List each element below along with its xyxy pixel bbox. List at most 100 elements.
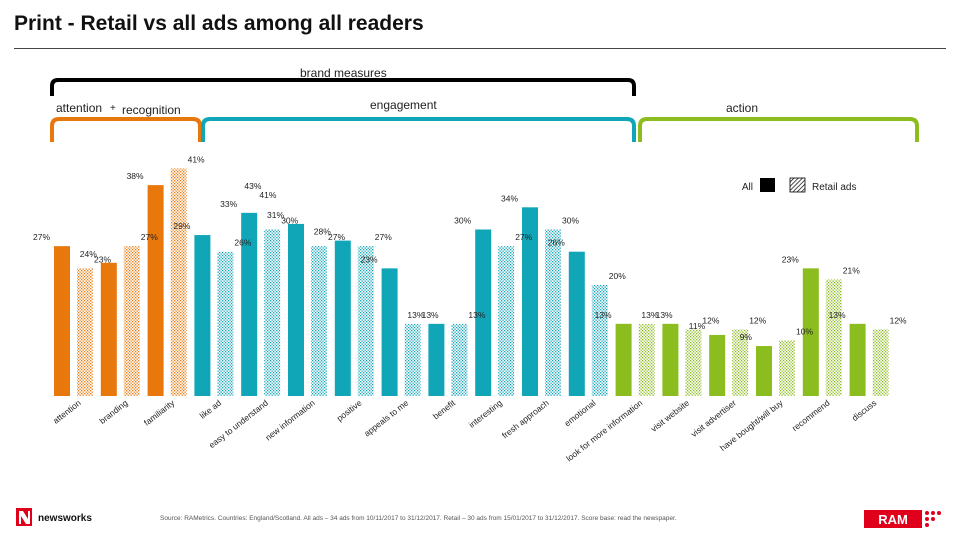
source-note: Source: RAMetrics. Countries: England/Sc…	[160, 515, 677, 522]
group-brackets	[50, 78, 919, 142]
newsworks-logo-text: newsworks	[38, 513, 92, 524]
page-title: Print - Retail vs all ads among all read…	[14, 12, 424, 35]
category-label-8: benefit	[431, 397, 458, 421]
bar-all-6	[334, 240, 351, 396]
value-label-all-3: 29%	[173, 221, 190, 231]
bar-all-12	[615, 323, 632, 396]
value-label-retail-4: 30%	[281, 216, 298, 226]
ram-logo-text: RAM	[878, 512, 908, 527]
value-label-retail-3: 26%	[234, 238, 251, 248]
value-label-all-4: 33%	[220, 199, 237, 209]
category-label-13: visit website	[649, 398, 691, 434]
action-group-label: action	[726, 101, 759, 115]
bar-all-10	[522, 207, 538, 396]
bar-all-11	[568, 251, 585, 396]
value-label-all-7: 23%	[361, 254, 378, 264]
bar-retail-5	[311, 246, 327, 396]
legend-retail-label: Retail ads	[812, 182, 856, 193]
value-label-all-10: 34%	[501, 193, 518, 203]
value-label-all-13: 13%	[641, 310, 658, 320]
value-label-all-15: 9%	[740, 332, 753, 342]
ram-logo: RAM	[864, 508, 944, 535]
bar-retail-12	[638, 323, 655, 396]
chart-legend: All Retail ads	[742, 177, 856, 193]
bar-all-5	[288, 223, 304, 396]
value-label-all-14: 11%	[689, 321, 706, 331]
value-label-all-5: 31%	[267, 210, 284, 220]
bar-retail-15	[779, 340, 795, 396]
bracket-action	[638, 117, 919, 142]
bar-all-16	[802, 268, 819, 396]
bar-all-0	[54, 246, 70, 396]
category-label-1: branding	[97, 398, 129, 426]
value-label-all-1: 24%	[80, 249, 97, 259]
category-label-14: visit advertiser	[689, 398, 738, 439]
value-label-all-17: 13%	[829, 310, 846, 320]
value-label-retail-6: 27%	[375, 232, 392, 242]
title-divider	[14, 48, 946, 49]
bar-all-3	[194, 235, 211, 396]
bar-retail-8	[451, 323, 468, 396]
value-labels-layer: 27%23%24%27%38%41%29%26%33%30%31%27%28%2…	[33, 154, 907, 342]
bar-all-8	[428, 323, 445, 396]
bar-all-7	[381, 268, 398, 396]
value-label-retail-14: 12%	[749, 315, 766, 325]
value-label-all-2: 38%	[127, 171, 144, 181]
bar-retail-13	[685, 329, 702, 396]
bar-retail-0	[77, 268, 93, 396]
value-label-retail-5: 27%	[328, 232, 345, 242]
bracket-brand-measures	[50, 78, 636, 96]
bar-all-2	[147, 185, 164, 396]
value-label-retail-0: 23%	[94, 254, 111, 264]
bar-all-9	[475, 229, 492, 396]
extra-value-label-1: 41%	[259, 190, 276, 200]
bar-all-17	[849, 323, 866, 396]
value-label-all-9: 30%	[454, 216, 471, 226]
recognition-group-label: recognition	[122, 103, 181, 117]
value-label-all-0: 27%	[33, 232, 50, 242]
bar-retail-7	[404, 323, 421, 396]
category-label-7: appeals to me	[362, 398, 410, 439]
category-label-6: positive	[335, 398, 364, 424]
engagement-group-label: engagement	[370, 98, 437, 112]
attention-group-label: attention	[56, 101, 103, 115]
value-label-retail-13: 12%	[702, 315, 719, 325]
legend-all-label: All	[742, 182, 753, 193]
value-label-retail-11: 20%	[609, 271, 626, 281]
bar-all-14	[709, 334, 726, 396]
bar-retail-6	[357, 246, 374, 396]
legend-all-swatch	[760, 178, 775, 192]
bar-retail-1	[123, 246, 140, 396]
bar-all-4	[241, 212, 258, 396]
category-label-12: look for more information	[564, 398, 644, 464]
bar-chart: 27%23%24%27%38%41%29%26%33%30%31%27%28%2…	[33, 154, 907, 463]
bar-retail-14	[732, 329, 749, 396]
newsworks-logo: newsworks	[14, 506, 124, 533]
category-label-5: new information	[263, 398, 317, 443]
bar-retail-9	[498, 246, 515, 396]
value-label-retail-12: 13%	[656, 310, 673, 320]
category-label-11: emotional	[562, 398, 597, 429]
value-label-retail-10: 30%	[562, 216, 579, 226]
extra-value-label-0: 43%	[244, 181, 261, 191]
bracket-attention-recognition	[50, 117, 202, 142]
value-label-retail-8: 13%	[468, 310, 485, 320]
bar-retail-2	[170, 168, 187, 396]
bar-all-1	[100, 262, 117, 396]
category-label-17: discuss	[850, 398, 878, 423]
category-label-16: recommend	[790, 398, 832, 434]
bracket-engagement	[201, 117, 636, 142]
bar-retail-11	[591, 285, 608, 396]
brand-measures-label: brand measures	[300, 66, 387, 80]
bar-all-15	[756, 346, 772, 396]
value-label-retail-15: 10%	[796, 327, 813, 337]
bar-retail-10	[545, 229, 561, 396]
value-label-retail-2: 41%	[188, 154, 205, 164]
category-label-9: interesting	[467, 398, 504, 430]
value-label-retail-1: 27%	[141, 232, 158, 242]
bars-layer	[54, 168, 889, 396]
value-label-all-8: 13%	[407, 310, 424, 320]
category-label-10: fresh approach	[500, 398, 551, 441]
category-labels-layer: attention branding familiarity like adeasy …	[51, 397, 878, 463]
value-label-all-11: 26%	[548, 238, 565, 248]
